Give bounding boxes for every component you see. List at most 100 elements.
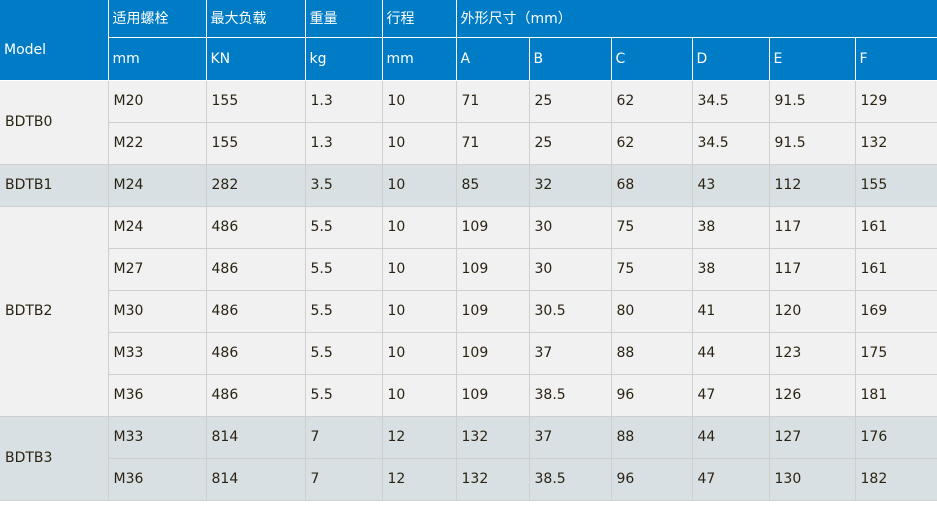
- table-row: M36 486 5.5 10 109 38.5 96 47 126 181: [0, 373, 937, 417]
- table-cell: 96: [610, 373, 693, 417]
- table-cell: M22: [107, 121, 207, 165]
- header-weight-unit: kg: [304, 37, 383, 81]
- table-cell: 126: [768, 373, 856, 417]
- table-cell: 10: [381, 289, 457, 333]
- table-cell: 10: [381, 205, 457, 249]
- table-cell: M24: [107, 163, 207, 207]
- table-cell: 91.5: [768, 79, 856, 123]
- table-cell: 91.5: [768, 121, 856, 165]
- table-cell: 5.5: [304, 331, 383, 375]
- table-cell: 38: [691, 205, 770, 249]
- table-cell: 10: [381, 331, 457, 375]
- model-cell: BDTB2: [0, 205, 109, 417]
- table-cell: M27: [107, 247, 207, 291]
- table-cell: 282: [205, 163, 306, 207]
- table-cell: 25: [528, 121, 612, 165]
- table-cell: M33: [107, 331, 207, 375]
- table-cell: 25: [528, 79, 612, 123]
- header-dim-a: A: [455, 37, 530, 81]
- table-cell: 117: [768, 247, 856, 291]
- table-cell: 75: [610, 247, 693, 291]
- table-cell: 62: [610, 79, 693, 123]
- table-row: M22 155 1.3 10 71 25 62 34.5 91.5 132: [0, 121, 937, 165]
- table-cell: 34.5: [691, 121, 770, 165]
- model-cell: BDTB0: [0, 79, 109, 165]
- table-cell: 1.3: [304, 79, 383, 123]
- table-cell: 5.5: [304, 205, 383, 249]
- table-cell: 44: [691, 331, 770, 375]
- table-cell: 44: [691, 415, 770, 459]
- table-cell: 47: [691, 373, 770, 417]
- header-row-1: Model 适用螺栓 最大负载 重量 行程 外形尺寸（mm）: [0, 0, 937, 81]
- table-cell: 112: [768, 163, 856, 207]
- table-cell: 75: [610, 205, 693, 249]
- table-cell: 155: [205, 79, 306, 123]
- header-stroke-unit: mm: [381, 37, 457, 81]
- table-cell: 109: [455, 373, 530, 417]
- table-cell: 12: [381, 415, 457, 459]
- header-weight: 重量: [304, 0, 383, 38]
- header-max-load-unit: KN: [205, 37, 306, 81]
- table-cell: 132: [455, 415, 530, 459]
- table-cell: M36: [107, 373, 207, 417]
- table-cell: 32: [528, 163, 612, 207]
- table-cell: 182: [854, 457, 937, 501]
- table-row: M36 814 7 12 132 38.5 96 47 130 182: [0, 457, 937, 501]
- header-bolt: 适用螺栓: [107, 0, 207, 38]
- table-cell: 175: [854, 331, 937, 375]
- table-cell: 486: [205, 247, 306, 291]
- header-dim-b: B: [528, 37, 612, 81]
- table-cell: 88: [610, 415, 693, 459]
- table-cell: 486: [205, 373, 306, 417]
- table-cell: 109: [455, 289, 530, 333]
- table-cell: 814: [205, 457, 306, 501]
- table-cell: 38: [691, 247, 770, 291]
- table-cell: 10: [381, 373, 457, 417]
- table-cell: 127: [768, 415, 856, 459]
- table-cell: 10: [381, 121, 457, 165]
- table-cell: 181: [854, 373, 937, 417]
- table-cell: 109: [455, 331, 530, 375]
- table-cell: 109: [455, 247, 530, 291]
- table-cell: 37: [528, 331, 612, 375]
- table-cell: 30: [528, 205, 612, 249]
- header-model: Model: [0, 0, 109, 81]
- table-cell: 1.3: [304, 121, 383, 165]
- table-cell: 30: [528, 247, 612, 291]
- table-cell: 120: [768, 289, 856, 333]
- table-cell: 129: [854, 79, 937, 123]
- table-cell: 5.5: [304, 247, 383, 291]
- table-cell: 155: [854, 163, 937, 207]
- table-cell: 132: [455, 457, 530, 501]
- table-cell: 161: [854, 205, 937, 249]
- header-dimensions: 外形尺寸（mm）: [455, 0, 937, 38]
- table-cell: 486: [205, 205, 306, 249]
- table-cell: 71: [455, 79, 530, 123]
- header-row-2: mm KN kg mm A B C D E F: [0, 37, 937, 81]
- table-cell: 71: [455, 121, 530, 165]
- table-cell: 486: [205, 331, 306, 375]
- table-cell: 10: [381, 247, 457, 291]
- table-cell: 109: [455, 205, 530, 249]
- table-row: M30 486 5.5 10 109 30.5 80 41 120 169: [0, 289, 937, 333]
- table-cell: 3.5: [304, 163, 383, 207]
- header-max-load: 最大负载: [205, 0, 306, 38]
- table-cell: 123: [768, 331, 856, 375]
- table-row: M33 486 5.5 10 109 37 88 44 123 175: [0, 331, 937, 375]
- table-cell: 176: [854, 415, 937, 459]
- table-row: BDTB3 M33 814 7 12 132 37 88 44 127 176: [0, 415, 937, 501]
- table-cell: 43: [691, 163, 770, 207]
- table-cell: 68: [610, 163, 693, 207]
- table-cell: 34.5: [691, 79, 770, 123]
- table-cell: 132: [854, 121, 937, 165]
- table-cell: 80: [610, 289, 693, 333]
- table-cell: 85: [455, 163, 530, 207]
- table-cell: 5.5: [304, 289, 383, 333]
- table-cell: 62: [610, 121, 693, 165]
- header-bolt-unit: mm: [107, 37, 207, 81]
- table-cell: 7: [304, 457, 383, 501]
- table-cell: 88: [610, 331, 693, 375]
- table-row: M27 486 5.5 10 109 30 75 38 117 161: [0, 247, 937, 291]
- table-row: BDTB0 M20 155 1.3 10 71 25 62 34.5 91.5 129: [0, 79, 937, 165]
